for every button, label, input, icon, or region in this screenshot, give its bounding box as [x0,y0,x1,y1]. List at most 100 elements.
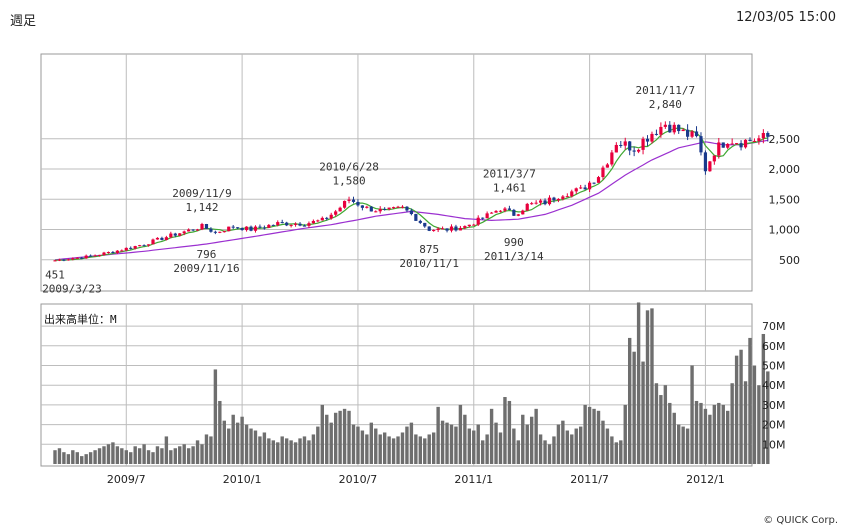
volume-bar [102,446,106,464]
volume-bar [467,428,472,464]
candle-body [298,223,302,226]
candle-body [694,131,699,137]
price-panel-frame [40,53,753,292]
candle-body [512,209,516,216]
candle-body [227,226,231,232]
candle-body [663,124,667,127]
volume-bar [66,454,71,464]
volume-y-tick-label: 50M [762,360,786,373]
volume-bar [338,410,342,464]
candle-body [748,139,752,141]
candle-body [155,237,160,240]
volume-bar [244,424,249,464]
volume-bar [627,337,632,464]
volume-bar [329,422,333,464]
annotation-date: 2010/11/1 [399,257,459,270]
volume-bar [182,444,186,464]
volume-bar [307,440,311,464]
volume-bar [378,434,382,464]
candle-body [735,143,739,145]
volume-bar [231,414,235,464]
volume-bar [645,310,650,464]
volume-bar [325,414,329,464]
volume-bar [222,420,226,464]
volume-bar [320,404,324,464]
volume-bar [650,308,654,464]
candle-body [378,208,382,212]
candle-body [565,196,569,198]
candle-body [276,222,280,225]
price-y-tick-label: 2,000 [769,163,801,176]
volume-bar [757,385,761,464]
candle-body [115,250,119,253]
volume-bar [458,404,463,464]
candle-body [285,222,289,226]
candle-body [351,199,356,202]
candle-body [516,214,520,216]
volume-bar [556,424,561,464]
volume-bar [463,414,467,464]
candle-body [436,228,440,231]
volume-bar [218,400,222,464]
candle-body [637,149,641,152]
volume-bar [53,450,57,464]
candle-body [641,138,645,150]
volume-bar [365,434,369,464]
volume-bar [587,406,592,464]
candle-body [552,197,556,201]
candle-body [231,226,235,228]
volume-bar [525,424,529,464]
volume-bar [391,438,396,464]
candle-body [628,141,632,151]
candle-body [133,246,137,249]
candle-body [708,161,712,172]
volume-bar [489,408,494,464]
volume-bar [293,442,298,464]
price-y-tick-label: 1,000 [769,224,801,237]
volume-bar [62,452,66,464]
candle-body [690,131,694,137]
candle-body [289,224,293,226]
volume-bar [347,410,351,464]
candle-body [195,229,200,231]
volume-bar [249,428,253,464]
volume-y-tick-label: 70M [762,320,786,333]
candle-body [467,224,471,227]
volume-bar [436,406,440,464]
candle-body [173,233,177,236]
volume-bar [721,404,725,464]
volume-bar [409,422,414,464]
volume-bar [431,432,436,464]
volume-bar [80,456,84,464]
candle-body [369,206,373,212]
volume-bar [88,452,93,464]
volume-bar [712,404,717,464]
volume-bar [333,412,338,464]
candle-body [681,129,685,132]
candle-body [547,197,552,205]
candle-body [396,206,400,208]
volume-y-tick-label: 40M [762,379,786,392]
volume-bar [752,365,757,464]
candle-body [249,226,253,231]
candle-body [97,254,102,256]
candle-body [405,206,409,211]
price-y-tick-label: 2,500 [769,133,801,146]
candle-body [588,182,592,190]
candle-body [543,200,547,205]
volume-bar [204,434,209,464]
volume-y-axis: 10M 20M 30M 40M 50M 60M 70M [762,320,786,451]
volume-bar [494,422,498,464]
candle-body [124,247,128,251]
candle-body [743,139,748,148]
volume-bar [164,436,169,464]
volume-bar [503,397,507,464]
annotation-value: 1,580 [332,174,365,187]
candle-body [213,231,217,233]
candle-body [730,143,734,145]
annotation-value: 796 [197,248,217,261]
candle-body [726,143,730,148]
volume-bar [360,430,365,464]
x-tick-label: 2009/7 [107,473,146,486]
